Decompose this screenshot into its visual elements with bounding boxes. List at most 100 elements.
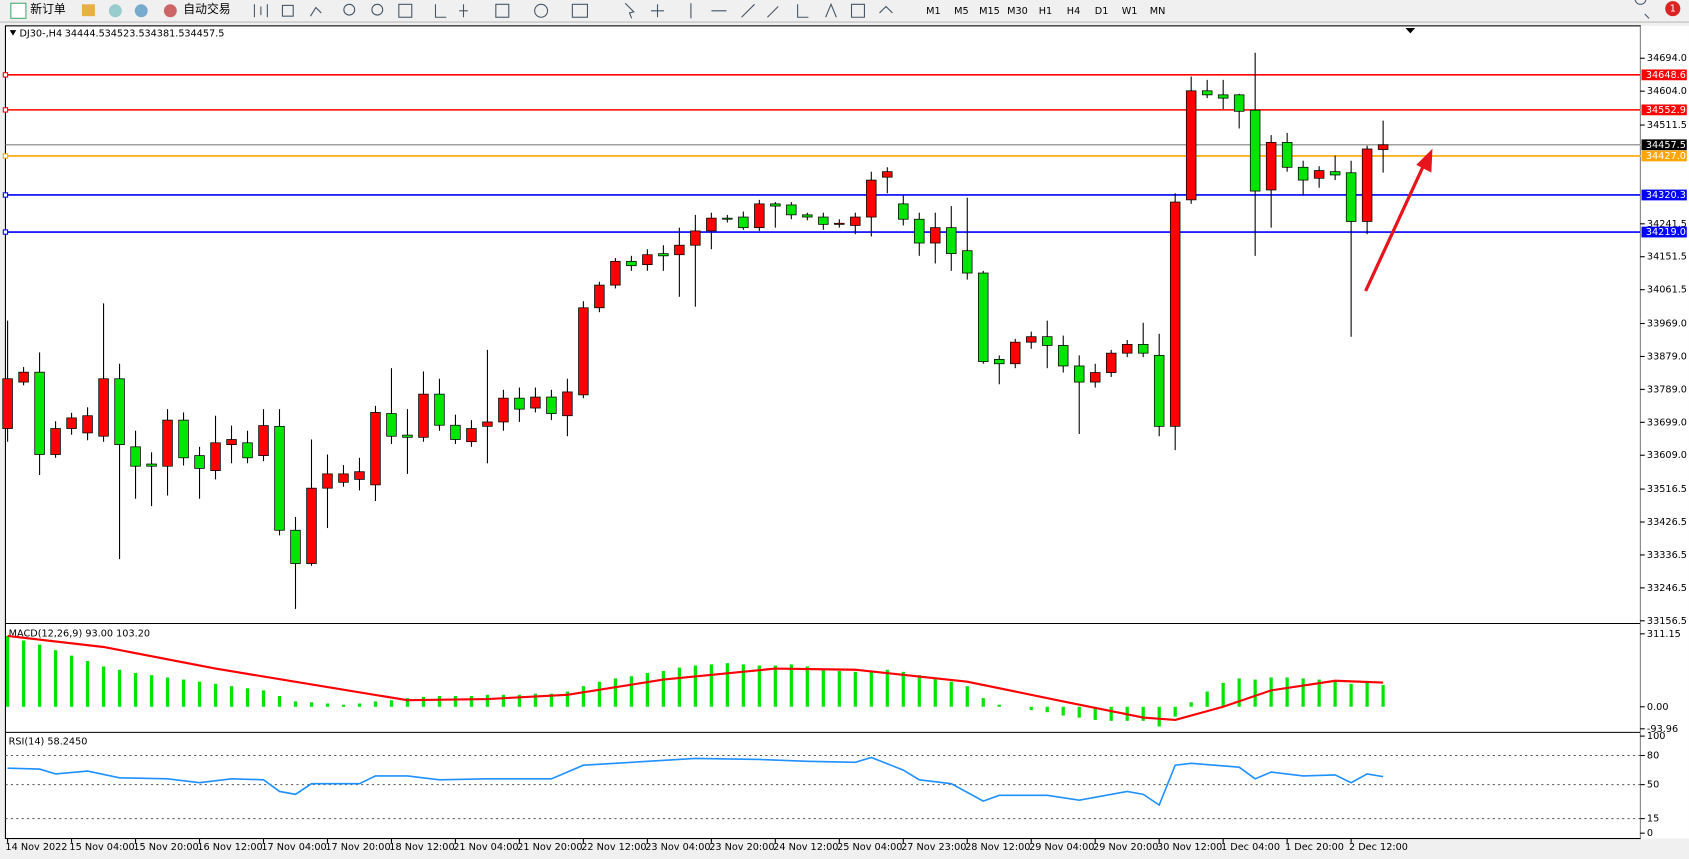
- level-label: 34219.0: [1646, 227, 1686, 238]
- candle-body: [418, 393, 429, 438]
- candle-icon[interactable]: [281, 4, 294, 17]
- macd-bar: [37, 644, 42, 707]
- x-tick-label: 29 Nov 04:00: [1029, 842, 1094, 853]
- toolbar-icon[interactable]: [81, 4, 95, 17]
- x-tick-label: 2 Dec 12:00: [1349, 842, 1408, 853]
- macd-bar: [533, 693, 538, 707]
- macd-bar: [1205, 691, 1209, 707]
- y-tick-label: 34151.5: [1647, 252, 1687, 263]
- candle-body: [50, 428, 61, 455]
- x-tick-label: 17 Nov 20:00: [325, 842, 390, 853]
- timeframe-button[interactable]: M5: [954, 6, 969, 17]
- macd-bar: [629, 676, 633, 707]
- timeframe-button[interactable]: W1: [1122, 6, 1138, 17]
- bar-icon[interactable]: [253, 4, 268, 18]
- x-tick-label: 29 Nov 20:00: [1093, 842, 1158, 853]
- new-order-icon[interactable]: [10, 2, 27, 19]
- macd-bar: [869, 670, 873, 707]
- level-label: 34552.9: [1646, 105, 1686, 116]
- candle-body: [530, 396, 541, 409]
- candle-body: [34, 371, 45, 455]
- auto-trading-button[interactable]: 自动交易: [183, 2, 230, 16]
- macd-bar: [197, 681, 202, 707]
- candle-body: [1137, 343, 1149, 354]
- template-icon[interactable]: [571, 3, 588, 18]
- y-tick-label: 33879.0: [1647, 351, 1687, 362]
- y-tick-label: 33699.0: [1647, 417, 1687, 428]
- timeframe-button[interactable]: H4: [1067, 6, 1080, 17]
- macd-bar: [757, 665, 761, 707]
- line-icon[interactable]: [309, 6, 322, 17]
- candle-body: [802, 214, 813, 218]
- candle-body: [882, 171, 893, 178]
- candle-body: [978, 272, 989, 362]
- macd-bar: [645, 673, 649, 707]
- macd-bar: [357, 703, 362, 707]
- level-label-bg: [1641, 189, 1687, 201]
- y-tick-label: 311.15: [1647, 629, 1681, 640]
- y-tick-label: 34511.5: [1647, 120, 1687, 131]
- notification-badge[interactable]: [1665, 1, 1681, 17]
- macd-bar: [885, 669, 889, 707]
- candle-body: [1265, 142, 1277, 191]
- candle-body: [466, 428, 477, 443]
- y-tick-label: 34604.0: [1647, 86, 1687, 97]
- object-tools[interactable]: [624, 2, 893, 19]
- y-tick-label: -93.96: [1647, 724, 1678, 735]
- rsi-line: [7, 756, 1384, 807]
- level-label: 34457.5: [1646, 140, 1686, 151]
- macd-bar: [517, 694, 522, 707]
- annotation-arrowhead: [1416, 148, 1433, 173]
- candle-body: [146, 463, 157, 467]
- x-tick-label: 1 Dec 04:00: [1221, 842, 1280, 853]
- candle-body: [1233, 94, 1245, 112]
- macd-bar: [485, 694, 490, 707]
- level-handle: [2, 107, 9, 113]
- candle-body: [1201, 90, 1213, 96]
- level-label: 34320.3: [1646, 190, 1686, 201]
- scroll-icons[interactable]: [434, 4, 468, 18]
- period-icon[interactable]: [534, 3, 549, 18]
- candle-body: [1313, 170, 1325, 179]
- macd-bar: [229, 686, 234, 707]
- x-tick-label: 24 Nov 12:00: [773, 842, 838, 853]
- macd-bar: [341, 704, 346, 707]
- search-icon[interactable]: [1634, 0, 1650, 19]
- timeframe-button[interactable]: MN: [1150, 6, 1166, 17]
- candle-body: [354, 471, 365, 480]
- timeframe-button[interactable]: H1: [1039, 6, 1052, 17]
- x-tick-label: 25 Nov 04:00: [837, 842, 902, 853]
- timeframe-button[interactable]: M1: [926, 6, 941, 17]
- ohlc-value: 34523.5: [105, 28, 145, 39]
- tile-icon[interactable]: [398, 3, 413, 18]
- indicator-icon[interactable]: [495, 3, 510, 18]
- y-tick-label: 34694.0: [1647, 53, 1687, 64]
- macd-bar: [1349, 683, 1353, 707]
- candle-body: [994, 358, 1005, 365]
- macd-bar: [1317, 679, 1321, 707]
- candle-body: [1042, 336, 1053, 346]
- macd-bar: [1269, 677, 1273, 707]
- timeframe-button[interactable]: D1: [1095, 6, 1109, 17]
- toolbar-icon[interactable]: [134, 4, 148, 18]
- zoom-out[interactable]: [371, 3, 384, 16]
- ohlc-value: 34381.5: [144, 28, 184, 39]
- candle-body: [274, 425, 285, 531]
- toolbar: [0, 0, 1689, 22]
- y-tick-label: 50: [1647, 780, 1659, 791]
- candle-body: [658, 253, 669, 257]
- x-tick-label: 17 Nov 04:00: [261, 842, 326, 853]
- ohlc-value: 34457.5: [184, 28, 224, 39]
- timeframe-button[interactable]: M30: [1007, 6, 1028, 17]
- candle-body: [690, 230, 701, 246]
- toolbar-icon[interactable]: [108, 4, 122, 18]
- auto-trading-icon[interactable]: [163, 4, 177, 18]
- y-tick-label: 33969.0: [1647, 319, 1687, 330]
- macd-bar: [133, 673, 138, 707]
- macd-bar: [597, 681, 602, 707]
- zoom-in[interactable]: [343, 3, 356, 16]
- timeframe-button[interactable]: M15: [979, 6, 1000, 17]
- new-order-button[interactable]: 新订单: [30, 2, 66, 16]
- macd-bar: [405, 698, 410, 707]
- macd-bar: [389, 700, 394, 707]
